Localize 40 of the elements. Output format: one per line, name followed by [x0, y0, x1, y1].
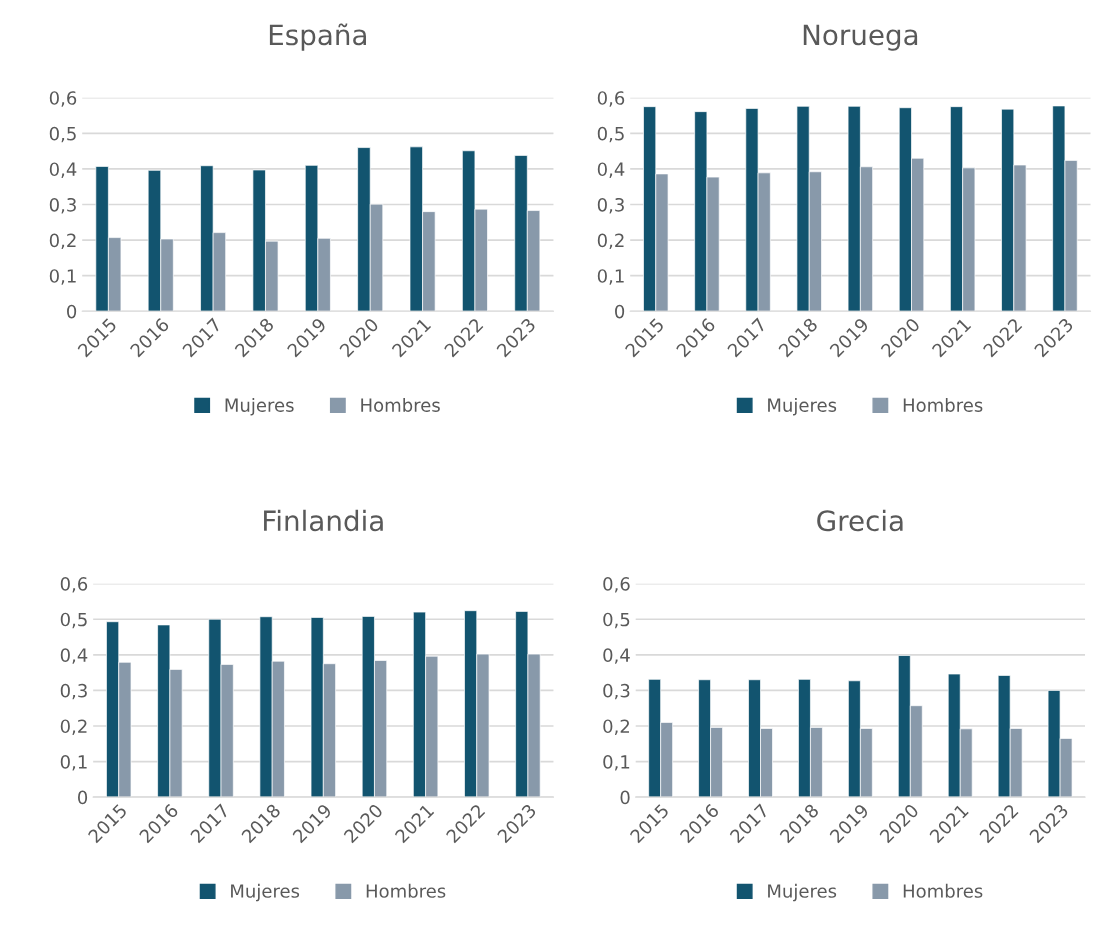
y-tick-label: 0	[620, 790, 630, 805]
chart-title: España	[269, 23, 366, 51]
y-tick-label: 0,6	[49, 91, 77, 107]
legend-label: Hombres	[366, 883, 446, 898]
y-tick-label: 0,1	[603, 755, 630, 771]
y-tick-label: 0,2	[60, 719, 87, 735]
y-tick-label: 0,6	[60, 577, 88, 593]
y-tick-label: 0,5	[603, 612, 630, 629]
y-tick-label: 0,5	[597, 126, 624, 143]
y-tick-label: 0,4	[597, 162, 625, 178]
y-tick-label: 0,6	[603, 577, 630, 593]
y-tick-label: 0,5	[49, 126, 76, 143]
y-tick-label: 0	[615, 304, 625, 319]
y-tick-label: 0,2	[597, 233, 624, 250]
y-tick-label: 0,4	[60, 648, 88, 664]
legend-label: Hombres	[903, 397, 983, 412]
y-tick-label: 0,1	[597, 269, 624, 285]
chart-title: Grecia	[817, 509, 903, 532]
y-tick-label: 0,1	[60, 755, 87, 771]
y-tick-label: 0,6	[597, 91, 625, 107]
legend-label: Mujeres	[231, 883, 300, 902]
legend-label: Mujeres	[768, 397, 837, 416]
y-tick-label: 0,3	[49, 197, 76, 214]
y-tick-label: 0	[67, 304, 77, 319]
y-tick-label: 0,4	[49, 162, 77, 178]
y-tick-label: 0,1	[49, 269, 76, 285]
y-tick-label: 0,2	[603, 719, 630, 735]
legend-label: Mujeres	[768, 883, 837, 902]
legend-label: Mujeres	[225, 397, 294, 416]
y-tick-label: 0	[78, 790, 88, 805]
y-tick-label: 0,3	[597, 197, 624, 214]
y-tick-label: 0,5	[60, 612, 87, 629]
chart-title: Finlandia	[264, 509, 383, 532]
y-tick-label: 0,3	[60, 683, 87, 700]
y-tick-label: 0,4	[603, 648, 630, 664]
y-tick-label: 0,3	[603, 683, 630, 700]
y-tick-label: 0,2	[49, 233, 76, 250]
legend-label: Hombres	[361, 397, 440, 412]
chart-title: Noruega	[803, 24, 918, 51]
legend-label: Hombres	[903, 883, 983, 898]
